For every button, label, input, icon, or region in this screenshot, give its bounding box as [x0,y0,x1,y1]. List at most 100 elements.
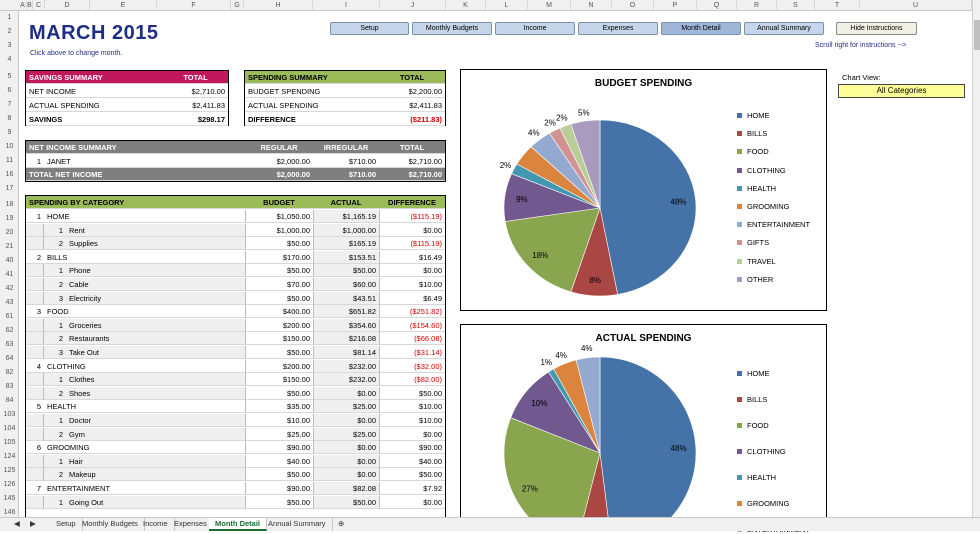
difference-value[interactable]: ($154.60) [379,318,445,332]
difference-value[interactable]: $0.00 [379,495,445,509]
actual-value[interactable]: $50.00 [313,495,379,509]
row-header[interactable]: 2 [7,28,12,35]
column-header[interactable]: T [815,0,860,11]
pie-slice-food[interactable] [503,417,601,518]
actual-value[interactable]: $232.00 [313,373,379,387]
budget-value[interactable]: $50.00 [245,264,313,278]
difference-value[interactable]: $0.00 [379,427,445,441]
month-detail-button[interactable]: Month Detail [661,22,741,35]
sheet-tab-setup[interactable]: Setup [50,518,83,531]
sheet-tab-monthly-budgets[interactable]: Monthly Budgets [76,518,145,531]
row-header[interactable]: 9 [7,129,12,136]
difference-value[interactable]: $10.00 [379,400,445,414]
pie-slice-entertainment[interactable] [575,356,601,454]
actual-value[interactable]: $82.08 [313,482,379,495]
budget-value[interactable]: $50.00 [245,386,313,400]
column-header[interactable]: F [157,0,231,11]
row-header[interactable]: 84 [5,397,14,404]
row-header[interactable]: 5 [7,73,12,80]
difference-value[interactable]: ($115.19) [379,237,445,251]
actual-value[interactable]: $216.08 [313,332,379,346]
budget-value[interactable]: $150.00 [245,373,313,387]
income-total-value[interactable]: $2,710.00 [379,155,445,168]
budget-value[interactable]: $25.00 [245,427,313,441]
vertical-scrollbar[interactable] [972,0,980,517]
actual-value[interactable]: $1,000.00 [313,223,379,237]
savings-row-value[interactable]: $2,710.00 [163,85,228,98]
actual-value[interactable]: $0.00 [313,441,379,455]
actual-value[interactable]: $25.00 [313,427,379,441]
setup-button[interactable]: Setup [330,22,409,35]
actual-value[interactable]: $0.00 [313,468,379,482]
budget-value[interactable]: $35.00 [245,400,313,414]
difference-value[interactable]: $10.00 [379,414,445,427]
row-header[interactable]: 4 [7,56,12,63]
row-header[interactable]: 3 [7,42,12,49]
next-sheet-icon[interactable]: ▶ [30,519,36,528]
add-sheet-icon[interactable]: ⊕ [338,519,345,528]
column-header[interactable]: R [737,0,777,11]
row-header[interactable]: 61 [5,313,14,320]
budget-value[interactable]: $70.00 [245,278,313,291]
column-header[interactable]: U [860,0,972,11]
row-header[interactable]: 8 [7,115,12,122]
actual-value[interactable]: $354.60 [313,318,379,332]
actual-value[interactable]: $651.82 [313,305,379,319]
row-header[interactable]: 63 [5,341,14,348]
budget-spending-chart[interactable]: BUDGET SPENDING 48% 8% 18% 9% 2% 4% 2% 2% 5% HOM… [460,69,827,311]
column-header[interactable]: I [313,0,380,11]
budget-value[interactable]: $50.00 [245,291,313,305]
budget-value[interactable]: $40.00 [245,454,313,468]
budget-value[interactable]: $50.00 [245,346,313,359]
column-header[interactable]: L [486,0,528,11]
row-header[interactable]: 145 [3,495,16,502]
income-button[interactable]: Income [495,22,575,35]
column-header[interactable]: D [45,0,90,11]
row-header[interactable]: 40 [5,257,14,264]
row-header[interactable]: 41 [5,271,14,278]
difference-value[interactable]: ($32.00) [379,359,445,373]
total-net-value[interactable]: $2,710.00 [379,168,445,181]
sheet-tab-month-detail[interactable]: Month Detail [209,518,267,531]
budget-value[interactable]: $50.00 [245,468,313,482]
spending-row-value[interactable]: $2,200.00 [379,85,445,98]
hide-instructions-button[interactable]: Hide Instructions [836,22,917,35]
row-header[interactable]: 19 [5,215,14,222]
column-header[interactable]: C [33,0,45,11]
sheet-tab-annual-summary[interactable]: Annual Summary [262,518,333,531]
difference-value[interactable]: $40.00 [379,454,445,468]
column-header[interactable]: K [446,0,486,11]
difference-value[interactable]: $0.00 [379,223,445,237]
actual-value[interactable]: $1,165.19 [313,210,379,223]
income-regular-value[interactable]: $2,000.00 [245,155,313,168]
scroll-thumb[interactable] [974,20,980,50]
difference-value[interactable]: ($82.00) [379,373,445,387]
difference-value[interactable]: $10.00 [379,278,445,291]
column-header[interactable]: O [612,0,654,11]
savings-row-value[interactable]: $298.17 [163,113,228,126]
budget-value[interactable]: $400.00 [245,305,313,319]
actual-value[interactable]: $0.00 [313,454,379,468]
row-header[interactable]: 64 [5,355,14,362]
row-header[interactable]: 18 [5,201,14,208]
difference-value[interactable]: $50.00 [379,386,445,400]
savings-row-value[interactable]: $2,411.83 [163,99,228,112]
sheet-tab-expenses[interactable]: Expenses [168,518,214,531]
row-header[interactable]: 62 [5,327,14,334]
column-header[interactable]: E [90,0,157,11]
budget-value[interactable]: $1,050.00 [245,210,313,223]
difference-value[interactable]: $90.00 [379,441,445,455]
column-header[interactable]: S [777,0,815,11]
income-irregular-value[interactable]: $710.00 [313,155,379,168]
actual-value[interactable]: $43.51 [313,291,379,305]
column-header[interactable]: M [528,0,571,11]
row-header[interactable]: 17 [5,185,14,192]
monthly-budgets-button[interactable]: Monthly Budgets [412,22,492,35]
row-header[interactable]: 20 [5,229,14,236]
row-header[interactable]: 104 [3,425,16,432]
column-header[interactable]: B [27,0,33,11]
row-header[interactable]: 83 [5,383,14,390]
difference-value[interactable]: $16.49 [379,250,445,264]
column-header[interactable]: Q [697,0,737,11]
budget-value[interactable]: $90.00 [245,441,313,455]
